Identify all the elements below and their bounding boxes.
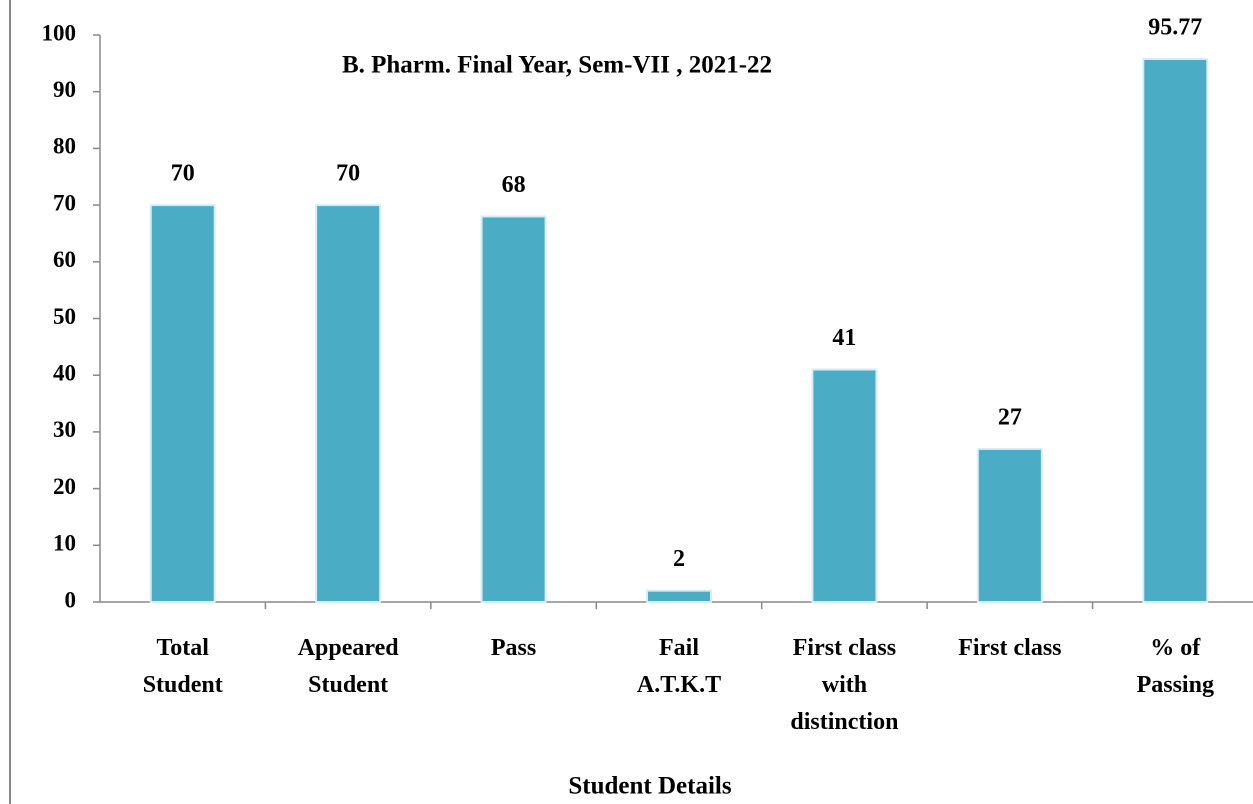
y-tick-label: 80 <box>53 134 76 159</box>
y-tick-label: 10 <box>53 531 76 556</box>
y-tick-label: 50 <box>53 304 76 329</box>
x-tick-label-line: with <box>822 672 867 698</box>
bar <box>149 204 216 603</box>
bar <box>1142 57 1209 604</box>
value-label: 27 <box>998 404 1022 430</box>
x-tick-label: First class <box>958 635 1061 661</box>
bar <box>811 368 878 603</box>
y-tick-label: 0 <box>65 587 77 612</box>
value-label: 95.77 <box>1148 14 1202 40</box>
y-tick-label: 60 <box>53 247 76 272</box>
x-tick-label: Pass <box>491 635 536 661</box>
x-tick-label-line: First class <box>958 635 1061 661</box>
x-tick-label-line: Pass <box>491 635 536 661</box>
x-tick-label-line: % of <box>1150 635 1201 661</box>
bar <box>976 447 1043 603</box>
y-tick-label: 90 <box>53 77 76 102</box>
y-tick-label: 100 <box>42 20 77 45</box>
chart-title: B. Pharm. Final Year, Sem-VII , 2021-22 <box>342 52 772 79</box>
x-tick-label-line: A.T.K.T <box>637 672 721 698</box>
value-label: 68 <box>502 172 526 198</box>
x-tick-label-line: First class <box>793 635 896 661</box>
x-tick-label-line: Passing <box>1137 672 1214 698</box>
y-tick-label: 20 <box>53 474 76 499</box>
x-tick-label-line: Total <box>156 635 209 661</box>
value-label: 70 <box>171 161 195 187</box>
value-label: 2 <box>673 546 685 572</box>
x-axis-label: Student Details <box>568 773 731 800</box>
x-tick-label-line: Student <box>143 672 223 698</box>
y-tick-label: 70 <box>53 190 76 215</box>
y-tick-label: 40 <box>53 360 76 385</box>
x-tick-label-line: Fail <box>659 635 699 661</box>
x-tick-label-line: Appeared <box>298 635 400 661</box>
x-tick-label-line: distinction <box>790 709 898 735</box>
bar <box>646 589 712 603</box>
bar <box>480 215 547 603</box>
value-label: 41 <box>832 325 856 351</box>
bar <box>315 204 382 603</box>
x-tick-label: First class with distinction <box>790 635 898 735</box>
y-tick-label: 30 <box>53 417 76 442</box>
x-tick-label: % of Passing <box>1137 635 1214 698</box>
x-tick-label: Total Student <box>143 635 223 698</box>
value-label: 70 <box>336 161 360 187</box>
x-tick-label: Fail A.T.K.T <box>637 635 721 698</box>
x-tick-label: Appeared Student <box>298 635 400 698</box>
x-tick-label-line: Student <box>308 672 388 698</box>
